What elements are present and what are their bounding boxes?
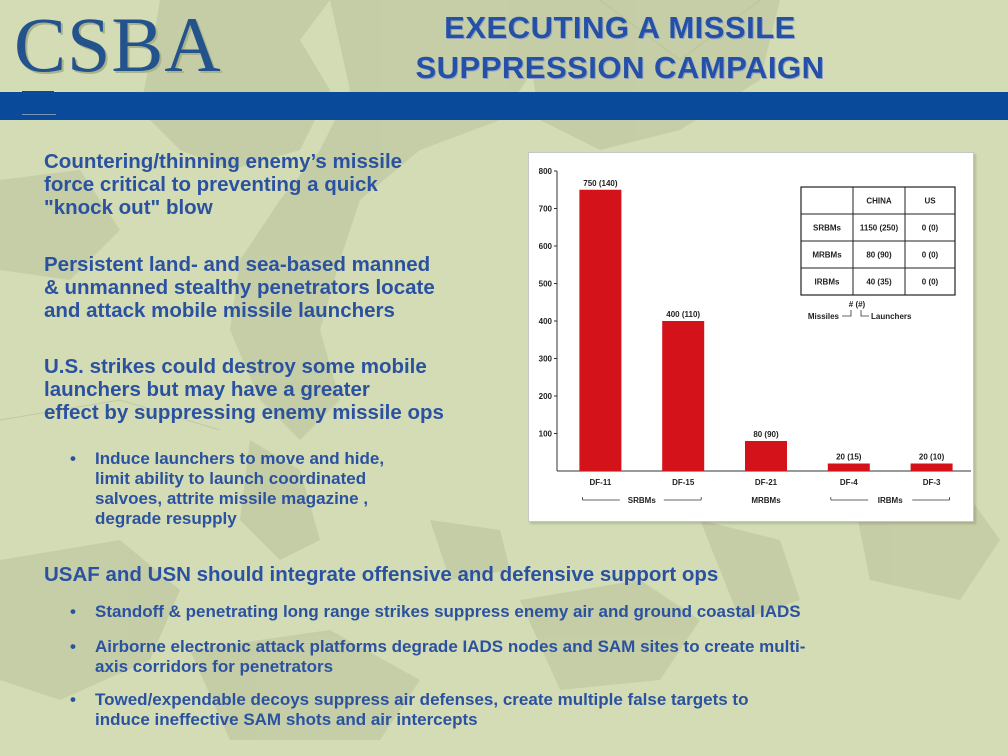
sub-bullet-dot: •: [70, 637, 76, 656]
table-cell: SRBMs: [813, 224, 842, 233]
x-tick-label: DF-11: [590, 478, 612, 487]
title-line-2: SUPPRESSION CAMPAIGN: [415, 50, 825, 85]
header-band: [0, 92, 1008, 120]
sub-bullet-dot: •: [70, 690, 76, 709]
sub-bullet-induce: Induce launchers to move and hide, limit…: [95, 449, 385, 528]
sub-bullet-standoff: Standoff & penetrating long range strike…: [95, 602, 801, 621]
header-band-line: [22, 114, 56, 115]
bullet-persistent: Persistent land- and sea-based manned & …: [44, 253, 435, 322]
data-label: 20 (15): [836, 453, 862, 462]
data-label: 80 (90): [753, 430, 779, 439]
table-header-cell: US: [924, 197, 936, 206]
bar-df-11: [579, 189, 622, 471]
y-tick-label: 200: [539, 392, 553, 401]
x-tick-label: DF-4: [840, 478, 858, 487]
legend-connector-left: [842, 310, 852, 317]
table-cell: 40 (35): [866, 278, 892, 287]
slide-title: EXECUTING A MISSILE SUPPRESSION CAMPAIGN: [330, 8, 910, 88]
y-tick-label: 800: [539, 167, 553, 176]
bar-df-21: [745, 441, 787, 471]
bullet-us-strikes: U.S. strikes could destroy some mobile l…: [44, 355, 444, 424]
table-legend-missiles: Missiles: [808, 312, 840, 321]
chart-svg: 100 200 300 400 500 600 700 800 750 (140) DF-11 40…: [539, 167, 971, 505]
bar-df-15: [662, 321, 705, 471]
table-cell: 0 (0): [922, 224, 939, 233]
y-tick-label: 100: [539, 430, 553, 439]
table-cell: IRBMs: [815, 278, 840, 287]
bar-df-3: [910, 463, 953, 471]
x-tick-label: DF-15: [672, 478, 695, 487]
sub-bullet-airborne: Airborne electronic attack platforms deg…: [95, 637, 806, 676]
sub-bullet-dot: •: [70, 602, 76, 621]
table-cell: MRBMs: [812, 251, 842, 260]
x-tick-label: DF-3: [923, 478, 941, 487]
table-cell: 0 (0): [922, 278, 939, 287]
y-tick-label: 300: [539, 355, 553, 364]
sub-bullet-dot: •: [70, 449, 76, 468]
csba-logo: CSBA: [14, 1, 222, 88]
bullet-usaf-usn: USAF and USN should integrate offensive …: [44, 563, 719, 586]
group-label: IRBMs: [878, 496, 903, 505]
table-legend-format: # (#): [849, 300, 866, 309]
group-label: SRBMs: [628, 496, 657, 505]
title-line-1: EXECUTING A MISSILE: [444, 10, 796, 45]
y-tick-label: 500: [539, 280, 553, 289]
bullet-countering: Countering/thinning enemy’s missile forc…: [44, 150, 403, 219]
data-label: 400 (110): [666, 310, 700, 319]
sub-bullet-decoys: Towed/expendable decoys suppress air def…: [95, 690, 749, 729]
y-tick-label: 700: [539, 205, 553, 214]
data-label: 20 (10): [919, 453, 945, 462]
table-cell: 1150 (250): [860, 224, 899, 233]
x-tick-label: DF-21: [755, 478, 778, 487]
table-cell: 0 (0): [922, 251, 939, 260]
missile-bar-chart: 100 200 300 400 500 600 700 800 750 (140) DF-11 40…: [528, 152, 974, 522]
data-label: 750 (140): [583, 179, 618, 188]
y-tick-label: 400: [539, 317, 553, 326]
table-header-cell: CHINA: [866, 197, 892, 206]
bar-df-4: [827, 463, 870, 471]
legend-connector-right: [860, 310, 869, 317]
table-legend-launchers: Launchers: [871, 312, 912, 321]
y-tick-label: 600: [539, 242, 553, 251]
group-label: MRBMs: [751, 496, 781, 505]
table-cell: 80 (90): [866, 251, 892, 260]
